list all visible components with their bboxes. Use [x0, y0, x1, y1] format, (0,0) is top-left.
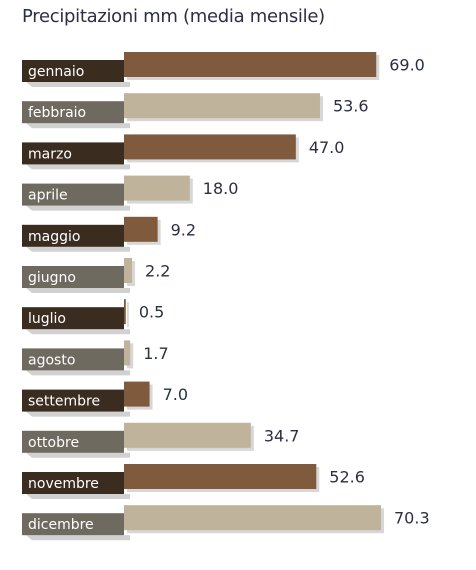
category-label-bg [22, 430, 124, 453]
bar [124, 258, 133, 283]
category-label-bg [22, 348, 124, 371]
category-label-bg [22, 472, 124, 494]
category-label: agosto [28, 352, 75, 368]
label-shadow [26, 452, 130, 458]
label-shadow [26, 535, 130, 541]
category-label: novembre [28, 476, 99, 492]
value-label: 1.7 [143, 344, 168, 363]
label-shadow [26, 494, 130, 499]
category-label: aprile [28, 188, 68, 204]
label-shadow [26, 164, 130, 170]
bar [124, 340, 131, 366]
category-label: maggio [28, 229, 80, 245]
value-label: 9.2 [171, 220, 196, 239]
bar [124, 93, 320, 119]
category-label-bg [22, 513, 124, 536]
label-shadow [26, 205, 130, 211]
value-label: 70.3 [394, 509, 430, 528]
label-shadow [26, 329, 130, 335]
category-label: febbraio [28, 105, 86, 121]
bar [124, 464, 317, 489]
category-label: settembre [28, 394, 100, 410]
category-label-bg [22, 224, 124, 247]
category-label-bg [22, 307, 124, 330]
label-shadow [26, 288, 130, 293]
category-label: dicembre [28, 517, 94, 533]
bar [124, 422, 251, 448]
value-label: 47.0 [309, 138, 345, 157]
category-label: marzo [28, 146, 72, 162]
category-label: gennaio [28, 64, 84, 80]
value-label: 18.0 [203, 179, 239, 198]
chart-title: Precipitazioni mm (media mensile) [22, 6, 325, 27]
value-label: 7.0 [163, 385, 188, 404]
value-label: 0.5 [139, 303, 164, 322]
bar-shadow [127, 302, 129, 328]
category-label-bg [22, 60, 124, 82]
bar [124, 175, 190, 201]
category-label: ottobre [28, 435, 79, 451]
bar [124, 52, 377, 77]
category-label-bg [22, 389, 124, 412]
label-shadow [26, 411, 130, 417]
label-shadow [26, 246, 130, 252]
value-label: 53.6 [333, 97, 369, 116]
bar [124, 134, 296, 160]
category-label-bg [22, 142, 124, 165]
bar [124, 216, 158, 242]
category-label-bg [22, 266, 124, 288]
bar [124, 299, 126, 325]
value-label: 2.2 [145, 262, 170, 281]
label-shadow [26, 123, 130, 129]
category-label: giugno [28, 270, 76, 286]
value-label: 34.7 [264, 426, 300, 445]
label-shadow [26, 370, 130, 376]
value-label: 69.0 [389, 56, 425, 75]
bar [124, 381, 150, 407]
category-label-bg [22, 183, 124, 206]
category-label: luglio [28, 311, 66, 327]
value-label: 52.6 [329, 468, 365, 487]
category-label-bg [22, 101, 124, 124]
label-shadow [26, 82, 130, 87]
bar [124, 505, 381, 531]
